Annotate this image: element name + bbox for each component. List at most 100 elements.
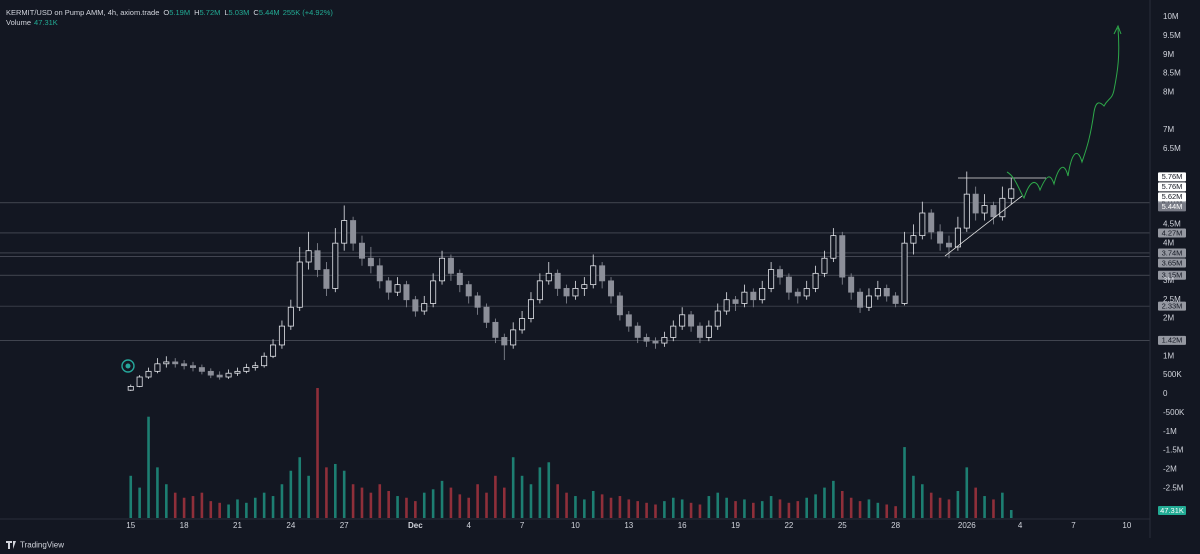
volume-bar bbox=[396, 496, 399, 518]
candle-body bbox=[1008, 188, 1015, 199]
candle-body bbox=[261, 355, 268, 367]
volume-bar bbox=[769, 496, 773, 518]
candle-body bbox=[848, 276, 855, 293]
candle-body bbox=[456, 272, 463, 286]
candle-body bbox=[821, 257, 828, 274]
legend-volume: Volume 47.31K bbox=[6, 18, 58, 27]
x-tick-label: 10 bbox=[1122, 521, 1131, 530]
candle-body bbox=[581, 284, 588, 289]
candle-body bbox=[874, 288, 881, 297]
candle-body bbox=[723, 299, 730, 312]
candle-body bbox=[634, 325, 641, 338]
y-tick-label: -2M bbox=[1163, 464, 1177, 473]
legend-text: C bbox=[253, 8, 259, 17]
candle-body bbox=[741, 291, 748, 304]
y-tick-label: -1M bbox=[1163, 427, 1177, 436]
volume-bar bbox=[867, 499, 871, 518]
volume-bar bbox=[618, 496, 622, 518]
candle-body bbox=[314, 250, 321, 270]
volume-bar bbox=[965, 467, 969, 518]
volume-bar bbox=[609, 497, 613, 518]
x-tick-label: 25 bbox=[838, 521, 847, 530]
volume-bar bbox=[502, 487, 506, 518]
volume-bar bbox=[832, 480, 835, 518]
x-tick-label: 7 bbox=[1071, 521, 1076, 530]
candle-body bbox=[563, 288, 570, 297]
event-icon[interactable] bbox=[121, 359, 135, 373]
volume-bar bbox=[431, 489, 435, 518]
candle-body bbox=[661, 337, 668, 344]
candle-body bbox=[803, 288, 810, 297]
candle-body bbox=[536, 280, 543, 301]
volume-bar bbox=[734, 501, 737, 518]
volume-bar bbox=[360, 487, 364, 518]
volume-bar bbox=[378, 484, 382, 518]
volume-bar bbox=[956, 490, 960, 518]
candle-body bbox=[696, 325, 703, 338]
candle-body bbox=[679, 314, 686, 327]
volume-bar bbox=[689, 502, 693, 518]
price-label: 3.65M bbox=[1162, 258, 1183, 267]
price-label: 5.62M bbox=[1162, 192, 1183, 201]
candle-body bbox=[439, 257, 446, 282]
candle-body bbox=[465, 284, 472, 297]
candle-body bbox=[599, 265, 606, 282]
candle-body bbox=[750, 291, 757, 301]
legend-text: 5.72M bbox=[200, 8, 221, 17]
volume-bar bbox=[716, 492, 720, 518]
volume-bar bbox=[298, 457, 302, 518]
candle-body bbox=[527, 299, 534, 319]
candle-body bbox=[972, 193, 979, 214]
volume-bar bbox=[182, 497, 186, 518]
volume-bar bbox=[743, 499, 746, 518]
legend-text: KERMIT/USD on Pump AMM, 4h, axiom.trade bbox=[6, 8, 159, 17]
candle-body bbox=[216, 374, 223, 378]
x-tick-label: 18 bbox=[180, 521, 189, 530]
volume-bar bbox=[814, 494, 817, 518]
candle-body bbox=[305, 250, 312, 263]
axes: 10M 9.5M 9M 8.5M 8M 7M 6.5M 4.5M 4M 3M 2.5M 2M 1M 500… bbox=[126, 12, 1186, 530]
candle-body bbox=[928, 212, 935, 233]
price-label-box bbox=[1158, 202, 1186, 212]
volume-bar bbox=[156, 467, 159, 518]
y-tick-label: -1.5M bbox=[1163, 446, 1184, 455]
candle-body bbox=[145, 370, 152, 378]
candle-body bbox=[545, 272, 552, 282]
volume-bar bbox=[591, 490, 595, 518]
volume-bar bbox=[1001, 492, 1004, 518]
projection-arrow bbox=[1113, 24, 1122, 35]
candle-body bbox=[963, 193, 970, 229]
volume-bar bbox=[165, 484, 168, 518]
price-label-box bbox=[1158, 301, 1186, 311]
candle-body bbox=[270, 344, 277, 357]
volume-bar bbox=[885, 504, 889, 518]
x-tick-label: 13 bbox=[624, 521, 633, 530]
candle-body bbox=[376, 265, 383, 282]
volume-bar bbox=[485, 492, 488, 518]
candle-body bbox=[643, 337, 650, 342]
y-tick-label: 8M bbox=[1163, 87, 1174, 96]
volume-bar bbox=[262, 492, 266, 518]
volume-bar bbox=[627, 499, 631, 518]
price-label-box bbox=[1158, 182, 1186, 192]
candle-body bbox=[839, 235, 846, 278]
candle-body bbox=[954, 227, 961, 248]
volume-label: 47.31K bbox=[1160, 506, 1184, 515]
volume-bars bbox=[129, 388, 1013, 518]
price-label: 3.74M bbox=[1162, 248, 1183, 257]
volume-bar bbox=[369, 492, 373, 518]
volume-bar bbox=[253, 497, 257, 518]
volume-bar bbox=[680, 499, 684, 518]
volume-bar bbox=[414, 501, 417, 518]
candle-body bbox=[474, 295, 481, 308]
candle-body bbox=[278, 325, 285, 346]
candle-body bbox=[794, 291, 801, 297]
candle-body bbox=[412, 299, 419, 312]
price-label-box bbox=[1158, 172, 1186, 182]
x-tick-label: 28 bbox=[891, 521, 900, 530]
candle-body bbox=[510, 329, 517, 346]
candle-body bbox=[670, 325, 677, 338]
candle-body bbox=[136, 376, 143, 387]
candle-body bbox=[732, 299, 739, 304]
